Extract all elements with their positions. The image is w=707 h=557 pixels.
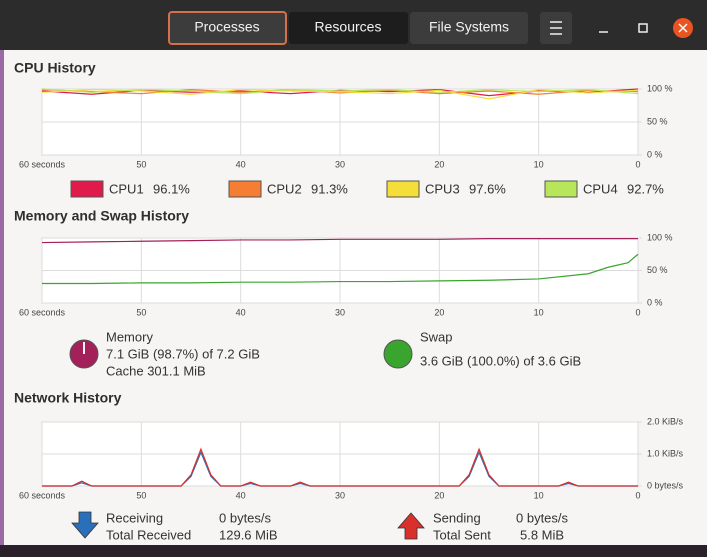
series-line <box>41 88 639 95</box>
background-terminal <box>0 545 707 557</box>
y-tick-label: 0 % <box>647 297 663 307</box>
x-tick-label: 60 seconds <box>19 307 66 317</box>
legend-total-label: Total Received <box>106 527 191 542</box>
menu-icon <box>550 21 562 35</box>
legend-value: 91.3% <box>311 181 348 196</box>
series-line <box>41 89 639 95</box>
x-tick-label: 50 <box>136 490 146 500</box>
x-tick-label: 20 <box>434 307 444 317</box>
legend-value: 92.7% <box>627 181 664 196</box>
legend-name: Memory <box>106 329 153 344</box>
legend-name: CPU1 <box>109 181 144 196</box>
series-line <box>41 88 639 97</box>
usage-icon <box>383 339 413 369</box>
x-tick-label: 10 <box>534 307 544 317</box>
legend-swatch <box>70 180 104 198</box>
series-line <box>41 238 638 244</box>
legend-total: 5.8 MiB <box>520 527 564 542</box>
legend-name: Sending <box>433 510 481 525</box>
x-tick-label: 60 seconds <box>19 490 66 500</box>
y-tick-label: 100 % <box>647 232 673 242</box>
section-title: CPU History <box>14 60 96 76</box>
x-tick-label: 60 seconds <box>19 159 66 169</box>
legend-total: 129.6 MiB <box>219 527 278 542</box>
x-tick-label: 40 <box>236 159 246 169</box>
close-icon <box>678 23 688 33</box>
legend-swatch <box>228 180 262 198</box>
y-tick-label: 50 % <box>647 265 668 275</box>
x-tick-label: 50 <box>136 159 146 169</box>
tab-resources[interactable] <box>289 12 408 44</box>
x-tick-label: 10 <box>534 490 544 500</box>
legend-name: Receiving <box>106 510 163 525</box>
legend-detail: 3.6 GiB (100.0%) of 3.6 GiB <box>420 353 581 368</box>
series-line <box>42 253 639 285</box>
x-tick-label: 0 <box>635 159 640 169</box>
y-tick-label: 50 % <box>647 116 668 126</box>
network-arrow <box>397 512 425 540</box>
y-tick-label: 1.0 KiB/s <box>647 448 684 458</box>
legend-name: CPU4 <box>583 181 618 196</box>
maximize-button[interactable] <box>638 23 648 33</box>
left-edge <box>0 50 4 545</box>
tab-label: File Systems <box>429 19 509 35</box>
x-tick-label: 0 <box>635 307 640 317</box>
tab-label: Resources <box>315 19 382 35</box>
legend-value: 96.1% <box>153 181 190 196</box>
x-tick-label: 30 <box>335 307 345 317</box>
legend-rate: 0 bytes/s <box>219 510 272 525</box>
series-line <box>41 89 639 100</box>
legend-total-label: Total Sent <box>433 527 491 542</box>
x-tick-label: 30 <box>335 490 345 500</box>
section-title: Network History <box>14 390 122 406</box>
legend-swatch <box>544 180 578 198</box>
legend-value: 97.6% <box>469 181 506 196</box>
x-tick-label: 40 <box>236 307 246 317</box>
series-line <box>42 447 638 487</box>
tab-file-systems[interactable] <box>410 12 528 44</box>
y-tick-label: 2.0 KiB/s <box>647 416 684 426</box>
x-tick-label: 20 <box>434 159 444 169</box>
x-tick-label: 30 <box>335 159 345 169</box>
legend-name: CPU2 <box>267 181 302 196</box>
legend-detail: 7.1 GiB (98.7%) of 7.2 GiB <box>106 346 260 361</box>
x-tick-label: 40 <box>236 490 246 500</box>
x-tick-label: 10 <box>534 159 544 169</box>
section-title: Memory and Swap History <box>14 208 189 224</box>
legend-name: Swap <box>420 329 453 344</box>
network-arrow <box>71 511 99 539</box>
y-tick-label: 0 % <box>647 149 663 159</box>
y-tick-label: 0 bytes/s <box>647 480 684 490</box>
legend-name: CPU3 <box>425 181 460 196</box>
legend-rate: 0 bytes/s <box>516 510 569 525</box>
y-tick-label: 100 % <box>647 83 673 93</box>
x-tick-label: 50 <box>136 307 146 317</box>
legend-swatch <box>386 180 420 198</box>
tab-processes[interactable] <box>168 11 287 45</box>
x-tick-label: 0 <box>635 490 640 500</box>
legend-detail: Cache 301.1 MiB <box>106 363 206 378</box>
x-tick-label: 20 <box>434 490 444 500</box>
tab-label: Processes <box>194 19 259 35</box>
